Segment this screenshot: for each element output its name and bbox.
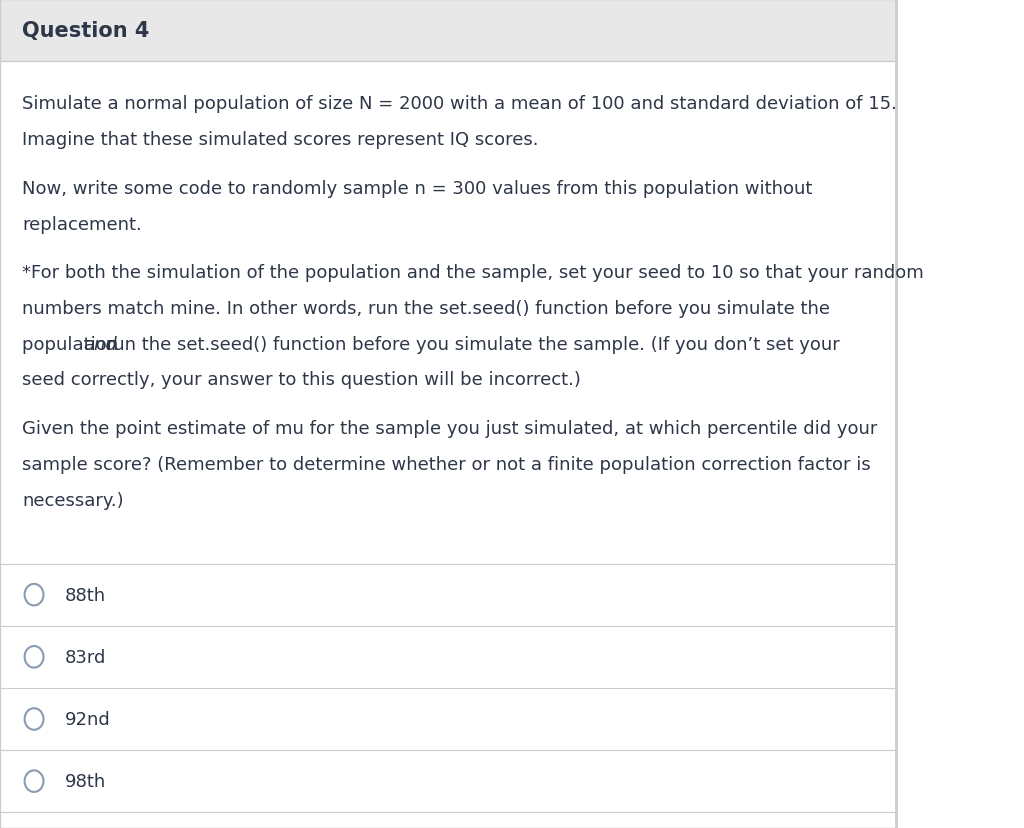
Text: numbers match mine. In other words, run the set.seed() function before you simul: numbers match mine. In other words, run … <box>23 300 830 318</box>
Text: seed correctly, your answer to this question will be incorrect.): seed correctly, your answer to this ques… <box>23 371 582 389</box>
Text: necessary.): necessary.) <box>23 491 124 509</box>
Text: replacement.: replacement. <box>23 215 142 233</box>
Text: sample score? (Remember to determine whether or not a finite population correcti: sample score? (Remember to determine whe… <box>23 455 871 474</box>
Text: and: and <box>83 335 117 354</box>
Text: 98th: 98th <box>65 773 105 790</box>
Text: Now, write some code to randomly sample n = 300 values from this population with: Now, write some code to randomly sample … <box>23 180 813 198</box>
Text: 83rd: 83rd <box>65 648 105 666</box>
Text: *For both the simulation of the population and the sample, set your seed to 10 s: *For both the simulation of the populati… <box>23 264 924 282</box>
Text: run the set.seed() function before you simulate the sample. (If you don’t set yo: run the set.seed() function before you s… <box>99 335 840 354</box>
Text: Simulate a normal population of size N = 2000 with a mean of 100 and standard de: Simulate a normal population of size N =… <box>23 95 897 113</box>
Text: Imagine that these simulated scores represent IQ scores.: Imagine that these simulated scores repr… <box>23 131 539 149</box>
Text: Question 4: Question 4 <box>23 21 150 41</box>
Text: 88th: 88th <box>65 586 105 604</box>
Text: Given the point estimate of mu for the sample you just simulated, at which perce: Given the point estimate of mu for the s… <box>23 420 878 438</box>
Text: population: population <box>23 335 124 354</box>
Text: 92nd: 92nd <box>65 710 111 728</box>
FancyBboxPatch shape <box>0 0 896 62</box>
